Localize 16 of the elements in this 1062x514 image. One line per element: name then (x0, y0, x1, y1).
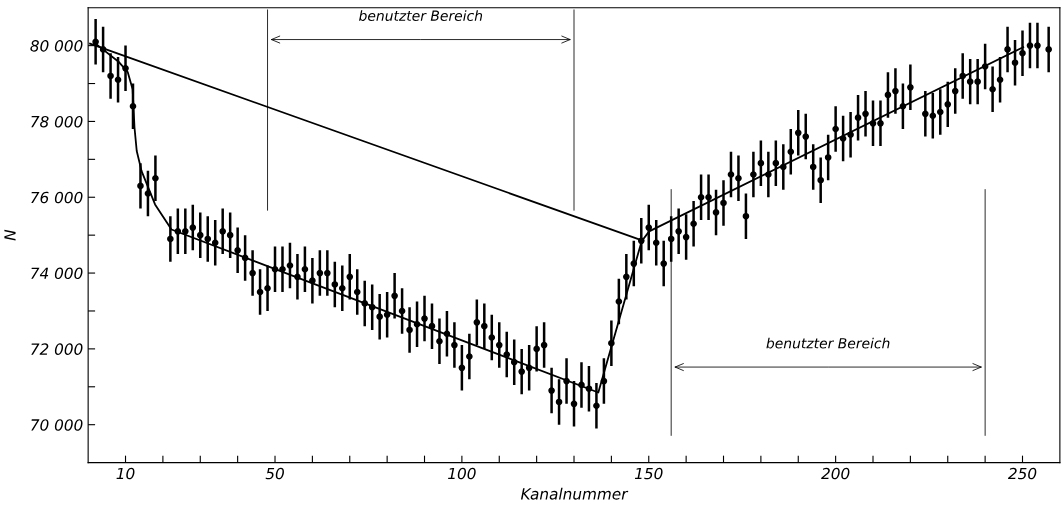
x-tick-label: 100 (448, 467, 476, 480)
y-tick-label: 78 000 (31, 115, 83, 128)
x-tick-label: 200 (821, 467, 850, 480)
annotation: benutzter Bereich (359, 10, 483, 21)
y-tick-label: 76 000 (31, 191, 83, 204)
y-tick-label: 70 000 (31, 419, 83, 431)
y-axis-title: N (4, 229, 16, 241)
x-tick-label: 150 (634, 467, 663, 480)
x-tick-label: 250 (1007, 467, 1037, 480)
y-tick-label: 80 000 (30, 40, 83, 52)
x-tick-label: 10 (116, 467, 135, 480)
x-tick-label: 50 (265, 467, 284, 480)
y-tick-label: 72 000 (31, 343, 83, 355)
x-axis-title: Kanalnummer (520, 487, 629, 500)
y-tick-label: 74 000 (31, 267, 83, 280)
annotation: benutzter Bereich (766, 337, 890, 349)
